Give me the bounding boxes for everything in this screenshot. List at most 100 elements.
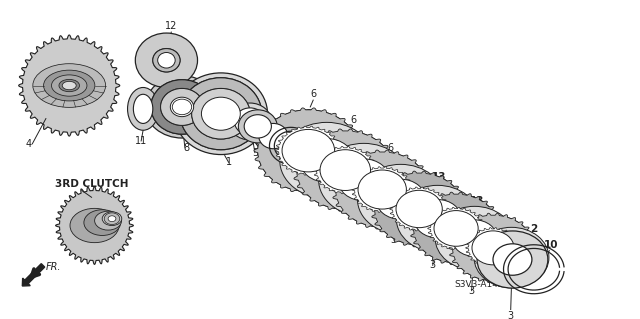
Ellipse shape	[452, 220, 497, 256]
Ellipse shape	[376, 179, 426, 219]
Text: 3: 3	[468, 286, 475, 295]
Ellipse shape	[244, 115, 271, 138]
Ellipse shape	[153, 48, 180, 72]
Text: 11: 11	[135, 136, 147, 146]
Ellipse shape	[490, 240, 533, 275]
Text: 13: 13	[431, 172, 446, 182]
Ellipse shape	[102, 212, 122, 226]
Ellipse shape	[258, 110, 359, 191]
Ellipse shape	[180, 78, 262, 150]
Ellipse shape	[145, 76, 219, 138]
Text: 3: 3	[429, 260, 436, 270]
Text: 12: 12	[165, 21, 177, 31]
Polygon shape	[466, 227, 520, 268]
Text: 9: 9	[305, 109, 312, 119]
Ellipse shape	[493, 244, 532, 275]
Ellipse shape	[300, 138, 354, 182]
Ellipse shape	[180, 78, 262, 150]
Ellipse shape	[62, 81, 76, 90]
Text: 8: 8	[184, 143, 190, 153]
Ellipse shape	[228, 103, 271, 140]
Ellipse shape	[192, 88, 250, 139]
Ellipse shape	[452, 215, 534, 280]
Ellipse shape	[161, 88, 204, 125]
Ellipse shape	[33, 64, 106, 108]
Ellipse shape	[280, 122, 374, 198]
Ellipse shape	[234, 108, 266, 135]
Text: 4: 4	[26, 139, 31, 149]
Ellipse shape	[358, 164, 444, 234]
Text: FR.: FR.	[46, 262, 61, 272]
Polygon shape	[428, 207, 484, 249]
Ellipse shape	[135, 33, 198, 87]
Text: 3: 3	[313, 184, 319, 195]
Ellipse shape	[472, 231, 514, 265]
Ellipse shape	[254, 120, 292, 152]
Ellipse shape	[151, 80, 213, 134]
Ellipse shape	[202, 97, 240, 130]
Ellipse shape	[238, 110, 277, 143]
FancyArrow shape	[22, 263, 45, 286]
Ellipse shape	[413, 194, 499, 263]
Ellipse shape	[161, 88, 204, 125]
Text: 3: 3	[508, 311, 513, 319]
Ellipse shape	[172, 99, 192, 115]
Text: 2: 2	[530, 224, 538, 234]
Ellipse shape	[358, 170, 406, 209]
Text: 3RD CLUTCH: 3RD CLUTCH	[54, 179, 128, 189]
Text: 10: 10	[544, 240, 559, 250]
Polygon shape	[332, 150, 433, 229]
Ellipse shape	[396, 185, 479, 252]
Text: 5: 5	[252, 147, 258, 158]
Ellipse shape	[434, 211, 478, 246]
Ellipse shape	[108, 216, 116, 222]
Ellipse shape	[338, 159, 390, 201]
Ellipse shape	[174, 73, 268, 154]
Polygon shape	[410, 192, 502, 265]
Ellipse shape	[396, 190, 442, 228]
Ellipse shape	[70, 208, 119, 243]
Polygon shape	[371, 171, 467, 247]
Ellipse shape	[374, 173, 463, 245]
Text: 1: 1	[225, 157, 232, 167]
Ellipse shape	[474, 227, 549, 288]
Polygon shape	[276, 126, 341, 175]
Ellipse shape	[44, 70, 95, 101]
Ellipse shape	[157, 53, 175, 68]
Ellipse shape	[414, 199, 461, 238]
Polygon shape	[449, 213, 538, 282]
Ellipse shape	[320, 150, 371, 190]
Ellipse shape	[192, 88, 250, 139]
Text: 3: 3	[352, 210, 358, 220]
Ellipse shape	[84, 210, 121, 235]
Ellipse shape	[104, 213, 120, 225]
Ellipse shape	[127, 87, 159, 130]
Text: 7: 7	[266, 155, 271, 165]
Polygon shape	[19, 35, 120, 136]
Ellipse shape	[133, 94, 153, 123]
Polygon shape	[56, 187, 133, 264]
Ellipse shape	[319, 143, 409, 216]
Polygon shape	[314, 146, 377, 194]
Ellipse shape	[151, 80, 213, 134]
Ellipse shape	[336, 152, 429, 227]
Ellipse shape	[477, 231, 548, 288]
Ellipse shape	[170, 97, 194, 117]
Ellipse shape	[435, 206, 514, 270]
Text: 6: 6	[310, 89, 316, 99]
Polygon shape	[293, 129, 397, 211]
Text: 3: 3	[391, 235, 397, 245]
Ellipse shape	[259, 123, 288, 149]
Polygon shape	[254, 108, 363, 193]
Text: 13: 13	[470, 196, 484, 206]
Text: S3V3-A1420A: S3V3-A1420A	[454, 280, 516, 289]
Ellipse shape	[282, 130, 335, 172]
Text: 6: 6	[387, 143, 393, 153]
Ellipse shape	[153, 48, 180, 72]
Ellipse shape	[59, 79, 79, 92]
Polygon shape	[352, 167, 413, 212]
Text: 6: 6	[350, 115, 356, 125]
Ellipse shape	[297, 131, 394, 209]
Ellipse shape	[95, 211, 122, 230]
Ellipse shape	[51, 75, 87, 96]
